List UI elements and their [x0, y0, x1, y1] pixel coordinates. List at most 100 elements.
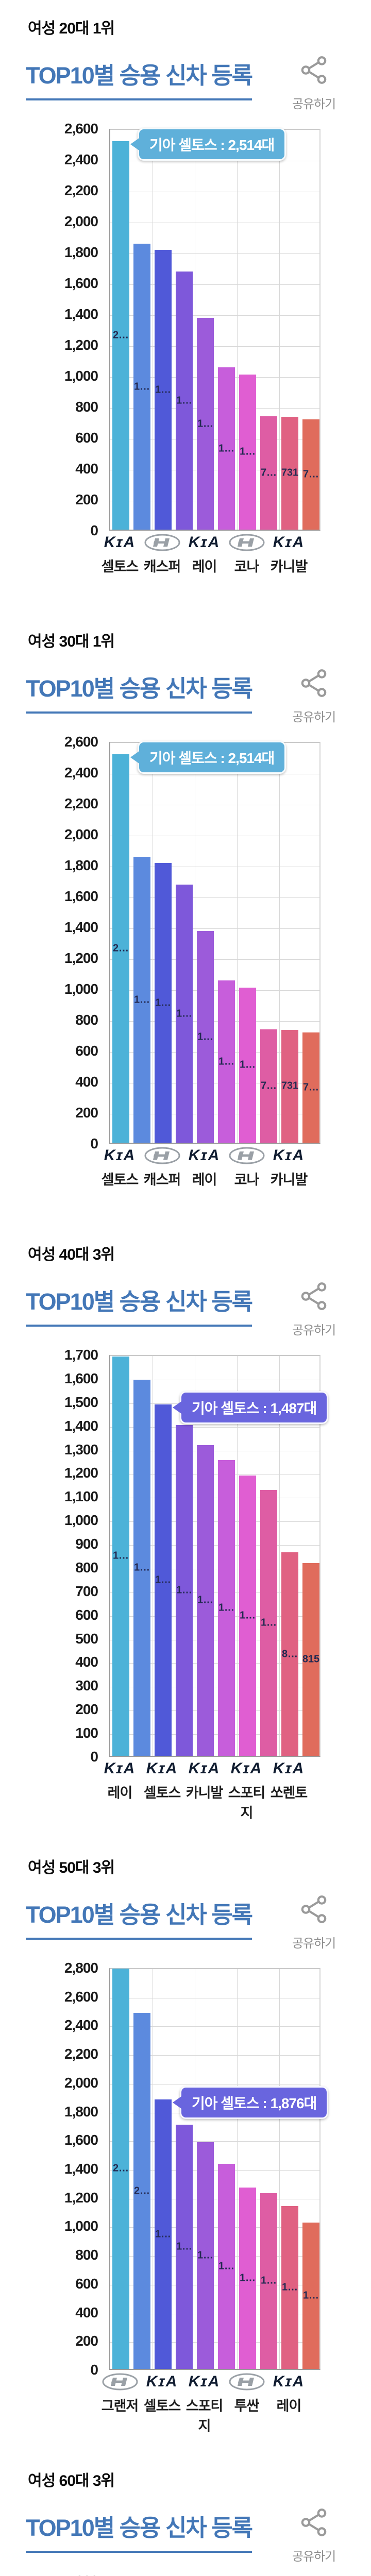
gridline-horizontal — [110, 990, 319, 991]
bar[interactable]: 7… — [302, 419, 319, 530]
bar[interactable]: 1… — [239, 1476, 256, 1756]
gridline-horizontal — [110, 1734, 319, 1735]
bar[interactable]: 2… — [112, 141, 129, 530]
x-axis-label: 캐스퍼 — [143, 559, 181, 574]
hyundai-logo — [226, 534, 268, 551]
bar[interactable]: 1… — [155, 250, 172, 530]
gridline-horizontal — [110, 315, 319, 316]
kia-logo: KɪA — [273, 1760, 305, 1777]
y-axis-tick-label: 0 — [90, 1136, 98, 1151]
share-icon[interactable] — [285, 2506, 342, 2541]
bar[interactable]: 2… — [112, 1968, 129, 2369]
bar[interactable]: 1… — [218, 2163, 235, 2369]
x-axis-label: 코나 — [234, 559, 260, 574]
bar-chart: 2,800 2,600 2,400 2,200 2,000 1,800 1,600 1,400… — [0, 1960, 371, 2434]
bar[interactable]: 1… — [133, 244, 150, 530]
y-axis-tick-label: 1,200 — [64, 1465, 98, 1481]
bar[interactable]: 1… — [133, 857, 150, 1143]
bar[interactable]: 7… — [302, 1032, 319, 1143]
share-icon[interactable] — [285, 1280, 342, 1315]
y-axis-tick-label: 2,200 — [64, 2046, 98, 2062]
gridline-horizontal — [110, 1663, 319, 1664]
bar[interactable]: 1… — [239, 987, 256, 1143]
x-axis-group: KɪA 레이 — [268, 2373, 310, 2415]
x-axis-group: 코나 — [226, 534, 268, 575]
bar[interactable]: 1… — [302, 2222, 319, 2369]
x-axis-group: KɪA 셀토스 — [141, 1760, 183, 1802]
bar[interactable]: 731 — [281, 1029, 298, 1143]
share-label: 공유하기 — [292, 2550, 336, 2564]
bar[interactable]: 1… — [218, 980, 235, 1143]
x-axis-group: KɪA 셀토스 — [141, 2373, 183, 2415]
bar[interactable]: 1… — [197, 2142, 214, 2369]
plot-area: 2… 2… 1… 1… 1… 1… 1… 1… 1… 1… 기아 셀토스 : 1,876대 — [109, 1968, 329, 2370]
hyundai-logo — [141, 534, 183, 551]
bar[interactable]: 1… — [260, 2193, 277, 2369]
kia-logo: KɪA — [146, 2373, 178, 2390]
share-label: 공유하기 — [292, 1937, 336, 1951]
bar[interactable]: 1… — [155, 2099, 172, 2369]
bar-value-label: 1… — [218, 1056, 235, 1067]
bar-value-label: 1… — [260, 1617, 277, 1629]
y-axis-tick-label: 600 — [75, 2275, 98, 2292]
bar[interactable]: 2… — [112, 754, 129, 1143]
bar[interactable]: 1… — [197, 318, 214, 530]
bar-chart: 2,600 2,400 2,200 2,000 1,800 1,600 1,400 1,200… — [0, 734, 371, 1206]
bar[interactable]: 8… — [281, 1552, 298, 1756]
gridline-horizontal — [110, 1616, 319, 1617]
share-button[interactable]: 공유하기 — [285, 2506, 342, 2564]
x-axis-group: 코나 — [226, 1147, 268, 1189]
kia-logo: KɪA — [273, 534, 305, 551]
bar[interactable]: 1… — [239, 2187, 256, 2369]
bar[interactable]: 1… — [197, 1445, 214, 1756]
bar[interactable]: 815 — [302, 1563, 319, 1756]
bar[interactable]: 1… — [176, 2125, 193, 2369]
bar-value-label: 1… — [197, 2249, 214, 2261]
bar[interactable]: 1… — [155, 1404, 172, 1756]
y-axis-tick-label: 400 — [75, 1074, 98, 1090]
chart-title: TOP10별 승용 신차 등록 — [26, 670, 253, 714]
share-icon[interactable] — [285, 1893, 342, 1928]
bar[interactable]: 1… — [133, 1380, 150, 1756]
bar[interactable]: 731 — [281, 416, 298, 530]
bar[interactable]: 1… — [176, 1425, 193, 1756]
share-button[interactable]: 공유하기 — [285, 667, 342, 725]
gridline-horizontal — [110, 2256, 319, 2257]
bar[interactable]: 1… — [239, 374, 256, 530]
share-button[interactable]: 공유하기 — [285, 1280, 342, 1338]
bar[interactable]: 7… — [260, 1029, 277, 1143]
y-axis-tick-label: 1,000 — [64, 2218, 98, 2234]
bar[interactable]: 7… — [260, 416, 277, 530]
x-axis-group: KɪA 카니발 — [268, 534, 310, 575]
bar[interactable]: 1… — [218, 367, 235, 530]
bar[interactable]: 1… — [176, 272, 193, 530]
bar-value-label: 1… — [133, 381, 150, 392]
x-axis-label: 캐스퍼 — [143, 1172, 181, 1188]
kia-logo: KɪA — [104, 534, 136, 551]
y-axis-tick-label: 1,400 — [64, 919, 98, 935]
bar[interactable]: 2… — [133, 2013, 150, 2369]
section-header: 여성 50대 3위 — [28, 1859, 115, 1876]
x-axis-label: 셀토스 — [143, 2398, 181, 2414]
share-icon[interactable] — [285, 54, 342, 89]
bar-value-label: 7… — [302, 468, 319, 480]
bar[interactable]: 1… — [197, 931, 214, 1143]
bar[interactable]: 1… — [155, 863, 172, 1143]
share-button[interactable]: 공유하기 — [285, 54, 342, 112]
gridline-horizontal — [110, 1021, 319, 1022]
share-icon[interactable] — [285, 667, 342, 702]
bar-value-label: 1… — [218, 443, 235, 454]
bar[interactable]: 1… — [281, 2206, 298, 2369]
bar[interactable]: 1… — [260, 1489, 277, 1756]
y-axis-tick-label: 1,600 — [64, 888, 98, 904]
bar[interactable]: 1… — [218, 1460, 235, 1756]
x-axis-label: 셀토스 — [143, 1785, 181, 1801]
bar[interactable]: 1… — [112, 1356, 129, 1756]
bar[interactable]: 1… — [176, 885, 193, 1143]
bar-value-label: 1… — [112, 1550, 129, 1562]
tooltip-text: 기아 셀토스 : 2,514대 — [149, 137, 275, 153]
share-button[interactable]: 공유하기 — [285, 1893, 342, 1951]
gridline-horizontal — [110, 2227, 319, 2228]
x-axis-group: KɪA 레이 — [183, 1147, 226, 1189]
